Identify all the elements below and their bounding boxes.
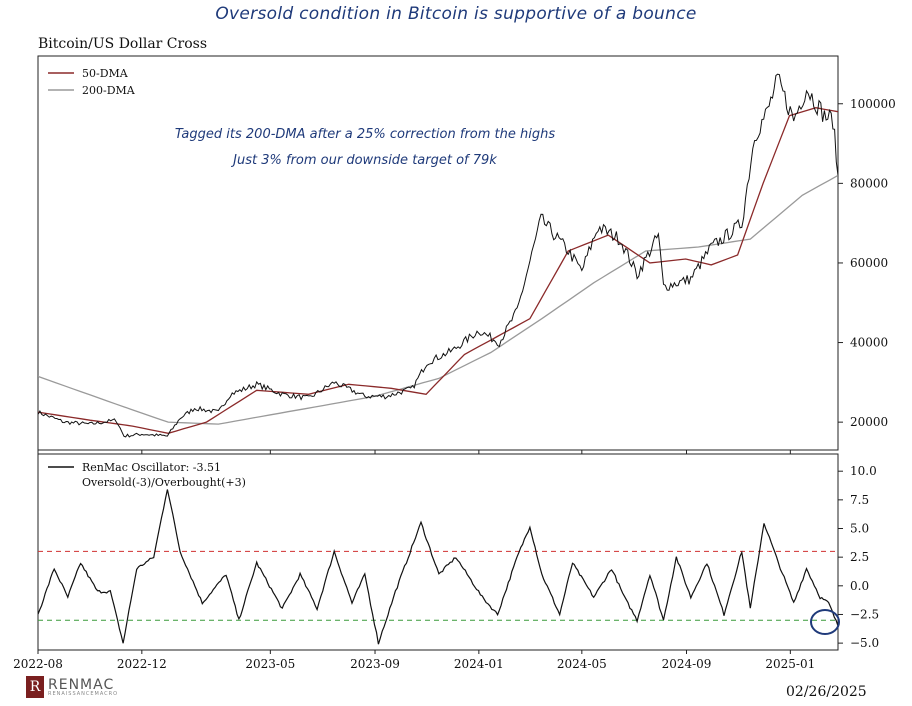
oscillator-axis-y-tick-label: 5.0 (850, 522, 869, 536)
oscillator-axis-y-tick-label: 10.0 (850, 464, 877, 478)
latest-reading-highlight (810, 609, 840, 635)
legend-label-bands: Oversold(-3)/Overbought(+3) (82, 476, 246, 489)
oscillator-legend: RenMac Oscillator: -3.51 Oversold(-3)/Ov… (48, 461, 246, 489)
oscillator-axis-x-tick-label: 2022-08 (13, 657, 63, 671)
oscillator-panel-frame (37, 453, 839, 651)
series-line-50dma (38, 107, 838, 434)
price-axis-y-tick-label: 60000 (850, 256, 888, 270)
annotation-target: Just 3% from our downside target of 79k (230, 153, 497, 168)
price-axis-y-tick-label: 40000 (850, 336, 888, 350)
oscillator-axis-x-tick-label: 2024-05 (557, 657, 607, 671)
price-panel-frame (37, 55, 839, 451)
brand-tagline: RENAISSANCEMACRO (48, 690, 119, 697)
annotation-200dma: Tagged its 200-DMA after a 25% correctio… (175, 127, 555, 142)
oscillator-axis-y-tick-label: 0.0 (850, 579, 869, 593)
oscillator-axis-x-tick-label: 2022-12 (117, 657, 167, 671)
price-axis-y-tick-label: 100000 (850, 97, 896, 111)
headline: Oversold condition in Bitcoin is support… (215, 4, 697, 24)
legend-label-200dma: 200-DMA (82, 84, 136, 97)
oscillator-axis-x-tick-label: 2024-09 (662, 657, 712, 671)
brand-name: RENMAC (48, 676, 115, 693)
logo-mark-icon: R (26, 676, 44, 698)
renmac-logo: R RENMAC RENAISSANCEMACRO (26, 676, 118, 698)
oscillator-axis-y-tick-label: −2.5 (850, 607, 879, 621)
series-line-200dma (38, 174, 838, 425)
chart-title: Bitcoin/US Dollar Cross (38, 36, 208, 52)
oscillator-axis-y-tick-label: −5.0 (850, 636, 879, 650)
oscillator-axis-y-tick-label: 7.5 (850, 493, 869, 507)
oscillator-axis-y-tick-label: 2.5 (850, 550, 869, 564)
oscillator-axis-x-tick-label: 2023-09 (350, 657, 400, 671)
legend-label-oscillator: RenMac Oscillator: -3.51 (82, 461, 221, 474)
price-axis-y-tick-label: 20000 (850, 415, 888, 429)
oscillator-axis-x-tick-label: 2024-01 (454, 657, 504, 671)
price-axis-y-tick-label: 80000 (850, 176, 888, 190)
oscillator-axis-x-tick-label: 2023-05 (245, 657, 295, 671)
oscillator-axis-x-tick-label: 2025-01 (765, 657, 815, 671)
legend-label-50dma: 50-DMA (82, 67, 129, 80)
price-legend: 50-DMA 200-DMA (48, 67, 136, 97)
series-line-oscillator (38, 489, 838, 645)
series-line-price (38, 73, 838, 438)
date-stamp: 02/26/2025 (786, 684, 867, 700)
